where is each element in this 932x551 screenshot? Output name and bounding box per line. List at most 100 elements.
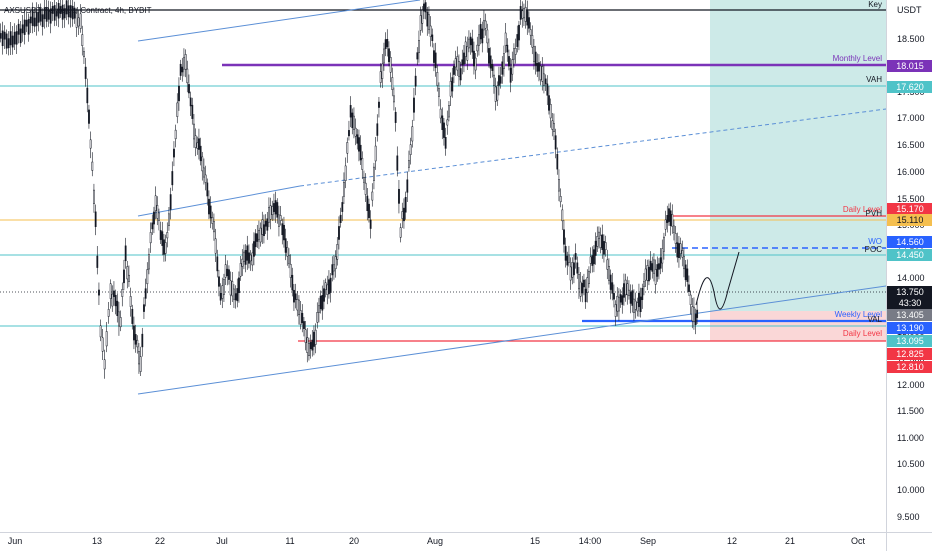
candle-body <box>79 13 82 29</box>
candle-body <box>271 206 274 215</box>
candle-body <box>86 87 89 104</box>
candle-body <box>279 215 282 221</box>
candle-body <box>666 215 669 223</box>
candle-body <box>248 252 250 264</box>
price-label: 15.170 <box>887 203 932 215</box>
candle-body <box>528 17 530 29</box>
candle-body <box>174 129 177 140</box>
candle-body <box>105 331 108 347</box>
candle-body <box>59 6 62 14</box>
candle-body <box>199 145 202 162</box>
candle-body <box>218 276 220 287</box>
candle-body <box>599 235 602 248</box>
candle-body <box>623 283 625 298</box>
candle-body <box>253 241 255 257</box>
candle-body <box>673 225 675 233</box>
candle-body <box>636 302 639 312</box>
candle-body <box>98 289 100 296</box>
candle-body <box>596 236 599 247</box>
candle-body <box>441 115 444 130</box>
projected-price-path[interactable] <box>695 251 740 310</box>
time-tick: 20 <box>348 536 360 546</box>
candle-body <box>511 59 514 75</box>
price-chart[interactable] <box>0 0 886 532</box>
time-tick: 13 <box>91 536 103 546</box>
candle-body <box>266 218 269 231</box>
candle-body <box>291 274 294 291</box>
candlestick-series <box>0 0 699 379</box>
candle-body <box>586 277 589 293</box>
candle-body <box>243 251 245 262</box>
candle-body <box>524 7 527 22</box>
candle-body <box>15 31 18 45</box>
price-tick: 16.000 <box>897 167 925 177</box>
candle-body <box>544 78 547 85</box>
candle-body <box>428 14 430 30</box>
candle-body <box>261 219 264 235</box>
candle-body <box>298 299 300 315</box>
candle-body <box>454 58 457 68</box>
candle-body <box>598 231 600 239</box>
candle-body <box>683 255 685 270</box>
price-label: 13.190 <box>887 322 932 334</box>
candle-body <box>339 214 342 223</box>
price-axis[interactable]: USDT 18.50018.00017.50017.00016.50016.00… <box>886 0 932 532</box>
candle-body <box>329 277 332 293</box>
candle-body <box>483 20 485 31</box>
channel-mid-line-solid[interactable] <box>137 185 301 217</box>
candle-body <box>676 242 679 258</box>
candle-body <box>603 241 605 255</box>
candle-body <box>246 245 249 261</box>
candle-body <box>391 77 394 90</box>
price-label: 14.560 <box>887 236 932 248</box>
candle-body <box>276 202 279 218</box>
candle-body <box>43 7 46 20</box>
channel-mid-line-dashed[interactable] <box>299 108 886 187</box>
candle-body <box>618 297 620 312</box>
channel-lower-line[interactable] <box>137 285 886 395</box>
time-axis[interactable]: Jun 13 22 Jul 11 20 Aug 15 14:00 Sep 12 21 Oct <box>0 532 886 551</box>
wo-label: WO <box>868 237 882 246</box>
candle-body <box>45 7 48 22</box>
candle-body <box>331 264 334 276</box>
candle-body <box>481 28 484 44</box>
candle-body <box>459 68 462 81</box>
candle-body <box>584 288 587 303</box>
candle-body <box>184 54 187 70</box>
candle-body <box>171 171 174 186</box>
channel-upper-line[interactable] <box>137 0 421 42</box>
candle-body <box>626 283 629 296</box>
candle-body <box>449 81 452 97</box>
candle-body <box>173 148 175 158</box>
candle-body <box>374 145 377 162</box>
candle-body <box>211 217 214 224</box>
candle-body <box>373 166 375 181</box>
candle-body <box>144 288 147 299</box>
candle-body <box>303 321 305 329</box>
candle-body <box>19 28 22 44</box>
candle-body <box>164 242 167 254</box>
candle-body <box>419 15 422 31</box>
candle-body <box>17 23 20 35</box>
candle-body <box>646 265 649 281</box>
candle-body <box>208 198 210 215</box>
candle-body <box>201 156 204 172</box>
candle-body <box>53 5 56 21</box>
candle-body <box>668 208 670 222</box>
chart-area[interactable]: AXSUSDT Perpetual Contract, 4h, BYBIT Ke… <box>0 0 886 532</box>
candle-body <box>589 256 592 264</box>
candle-body <box>136 339 139 348</box>
candle-body <box>89 139 92 149</box>
candle-body <box>381 63 384 79</box>
candle-body <box>189 97 192 107</box>
candle-body <box>156 205 159 219</box>
candle-body <box>141 333 144 348</box>
candle-body <box>376 123 379 136</box>
target-zone[interactable] <box>710 0 886 311</box>
candle-body <box>611 282 614 294</box>
candle-body <box>371 191 374 201</box>
candle-body <box>486 29 489 44</box>
candle-body <box>453 65 455 75</box>
candle-body <box>563 229 565 245</box>
price-label: 13.095 <box>887 335 932 347</box>
